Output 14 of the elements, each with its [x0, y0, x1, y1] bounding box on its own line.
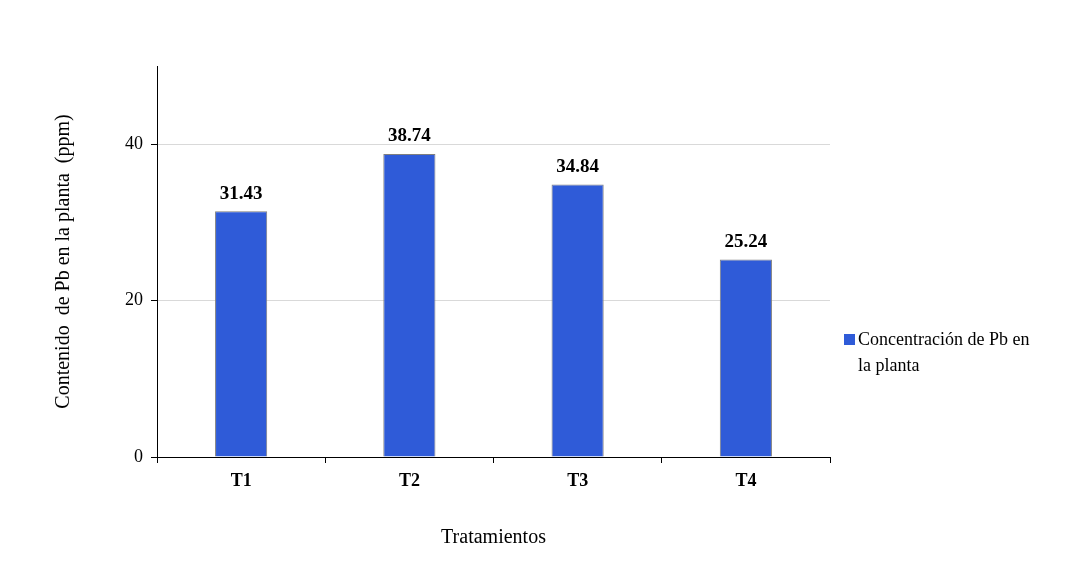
y-tick-label: 0 [134, 445, 143, 466]
legend-label: Concentración de Pb en la planta [858, 328, 1031, 377]
y-tick-label: 40 [125, 132, 143, 153]
y-tick-label: 20 [125, 289, 143, 310]
x-tick-label: T4 [735, 470, 757, 491]
x-tick-label: T2 [398, 470, 420, 491]
y-axis-title: Contenido de Pb en la planta (ppm) [51, 114, 75, 409]
x-tick-label: T1 [230, 470, 252, 491]
data-label: 38.74 [388, 124, 432, 146]
x-axis-title: Tratamientos [441, 525, 547, 548]
x-tick-label: T3 [567, 470, 589, 491]
data-label: 31.43 [219, 181, 263, 203]
data-label: 25.24 [724, 230, 768, 252]
data-label: 34.84 [556, 154, 600, 176]
